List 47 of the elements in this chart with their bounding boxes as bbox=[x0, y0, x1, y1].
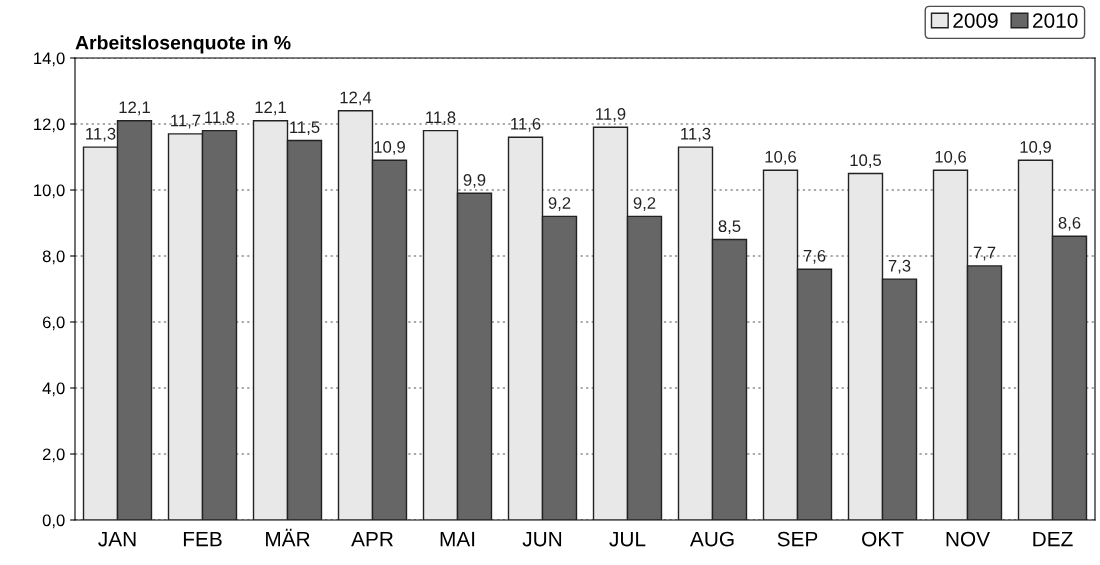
data-label: 11,3 bbox=[681, 127, 711, 142]
data-label: 10,5 bbox=[850, 154, 882, 169]
x-tick-label: NOV bbox=[946, 531, 990, 547]
x-tick-label: JUN bbox=[522, 531, 562, 547]
legend-label: 2009 bbox=[953, 13, 998, 28]
y-tick-label: 0,0 bbox=[42, 514, 65, 529]
data-label: 11,6 bbox=[511, 117, 541, 132]
x-tick-label: MÄR bbox=[266, 528, 310, 547]
x-tick-label: SEP bbox=[777, 531, 818, 547]
data-label: 9,9 bbox=[463, 174, 486, 188]
y-tick-label: 4,0 bbox=[42, 382, 65, 397]
y-tick-label: 2,0 bbox=[42, 448, 65, 463]
data-label: 10,6 bbox=[935, 150, 966, 165]
data-label: 12,1 bbox=[255, 101, 286, 116]
data-label: 10,9 bbox=[374, 141, 405, 155]
chart-title: Arbeitslosenquote in % bbox=[75, 35, 291, 54]
x-tick-label: AUG bbox=[689, 531, 734, 547]
data-label: 11,8 bbox=[426, 111, 456, 126]
data-label: 7,7 bbox=[973, 246, 996, 261]
data-label: 8,5 bbox=[718, 220, 741, 235]
x-tick-label: OKT bbox=[862, 531, 904, 547]
data-label: 11,8 bbox=[205, 111, 235, 126]
data-label: 11,7 bbox=[171, 114, 201, 129]
data-label: 12,4 bbox=[340, 91, 372, 106]
x-tick-label: FEB bbox=[183, 531, 222, 547]
data-label: 7,3 bbox=[888, 259, 911, 274]
data-label: 7,6 bbox=[803, 249, 826, 264]
data-label: 11,9 bbox=[596, 108, 626, 122]
y-tick-label: 14,0 bbox=[34, 52, 65, 67]
data-label: 12,1 bbox=[119, 101, 150, 116]
data-label: 8,6 bbox=[1058, 216, 1081, 231]
data-label: 11,3 bbox=[86, 127, 116, 142]
data-label: 9,2 bbox=[633, 197, 656, 211]
data-label: 10,6 bbox=[765, 150, 796, 165]
x-tick-label: MAI bbox=[440, 531, 475, 547]
x-tick-label: JAN bbox=[98, 531, 136, 547]
y-tick-label: 12,0 bbox=[34, 118, 65, 133]
y-tick-label: 8,0 bbox=[42, 250, 65, 265]
data-label: 11,5 bbox=[290, 121, 320, 136]
data-label: 9,2 bbox=[548, 197, 571, 211]
x-tick-label: APR bbox=[351, 531, 393, 547]
x-tick-label: JUL bbox=[609, 531, 646, 547]
x-tick-label: DEZ bbox=[1033, 531, 1073, 547]
legend-label: 2010 bbox=[1033, 13, 1078, 28]
y-tick-label: 10,0 bbox=[34, 184, 65, 199]
y-tick-label: 6,0 bbox=[42, 316, 65, 331]
data-label: 10,9 bbox=[1020, 141, 1051, 155]
